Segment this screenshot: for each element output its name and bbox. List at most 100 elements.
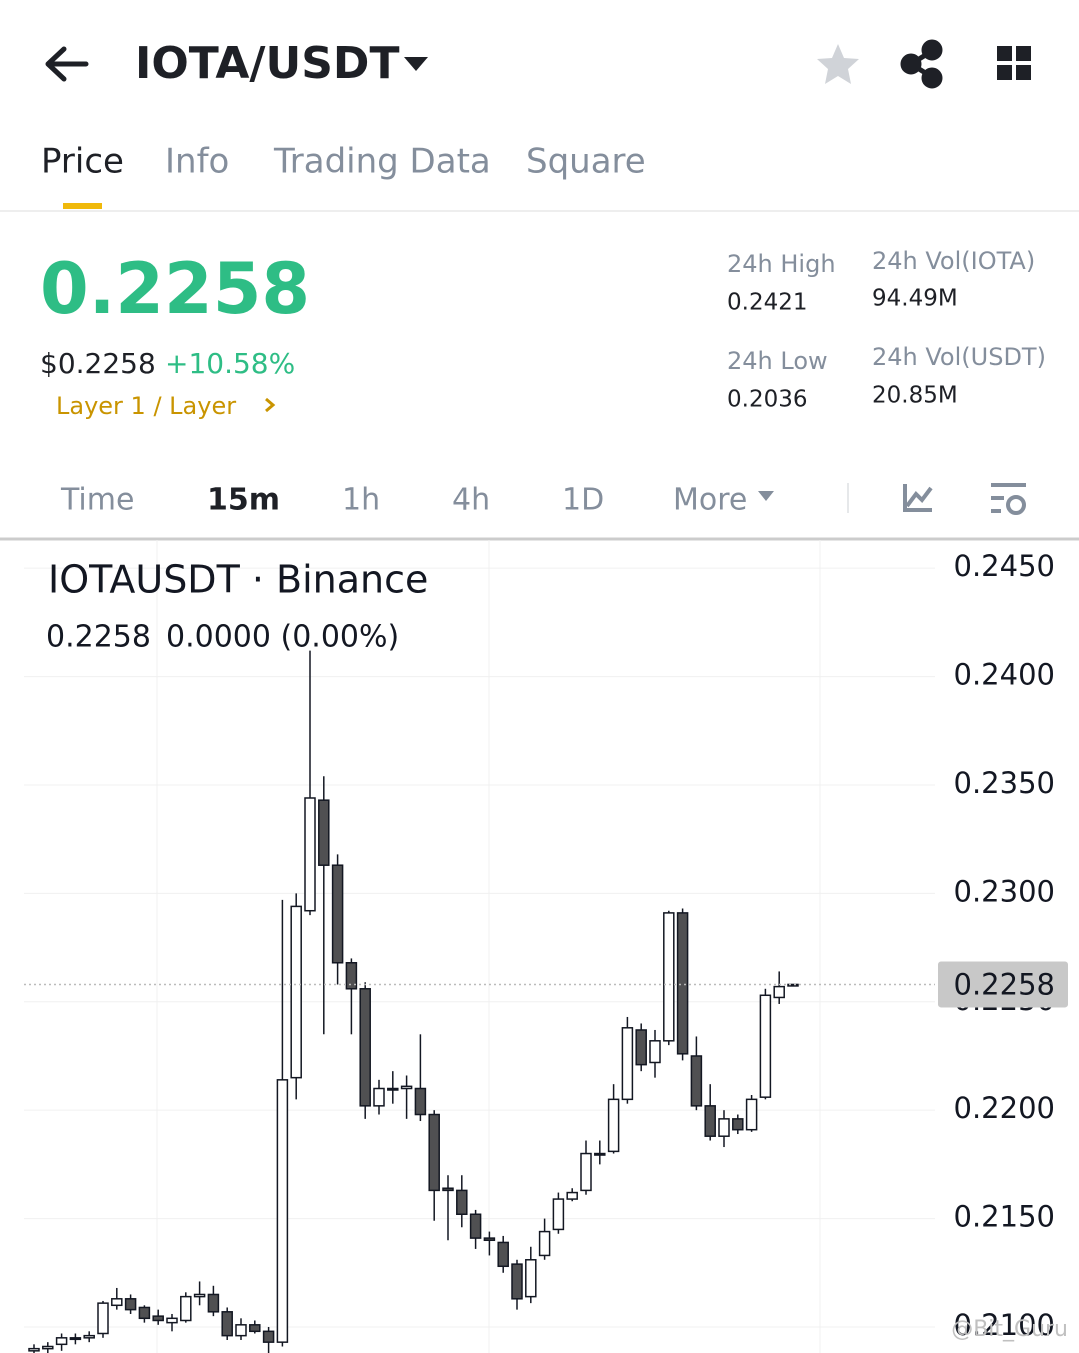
- candle-body: [221, 1311, 233, 1337]
- candle-body: [373, 1087, 385, 1107]
- more-dropdown[interactable]: [758, 491, 774, 501]
- candle-body: [42, 1345, 54, 1350]
- candle-body: [469, 1213, 482, 1239]
- stat-value: 0.2421: [727, 290, 807, 316]
- candle-body: [456, 1189, 468, 1215]
- y-tick-label: 0.2100: [954, 1308, 1055, 1342]
- interval[interactable]: 1D: [562, 483, 604, 518]
- candle-body: [180, 1295, 192, 1322]
- candle-body: [525, 1259, 537, 1298]
- candle-body: [552, 1198, 565, 1231]
- candle-body: [414, 1087, 427, 1116]
- tab[interactable]: Trading Data: [273, 142, 491, 182]
- watermark: @Bit_Guru: [951, 1317, 1068, 1342]
- interval[interactable]: Time: [60, 483, 134, 518]
- candle-body: [235, 1324, 247, 1337]
- grid-icon[interactable]: [997, 46, 1031, 80]
- candle-body: [773, 985, 785, 999]
- candle-body: [166, 1317, 178, 1324]
- candle-body: [138, 1306, 151, 1320]
- chart: 0.24500.24000.23500.23000.22500.22000.21…: [24, 540, 1068, 1353]
- candle-body: [345, 962, 358, 990]
- candle-body: [97, 1302, 109, 1335]
- interval[interactable]: 4h: [452, 483, 490, 518]
- candle-body: [663, 912, 675, 1042]
- category-tag[interactable]: Layer 1 / Layer: [56, 392, 236, 420]
- y-tick-label: 0.2200: [954, 1091, 1055, 1125]
- candle-body: [621, 1027, 634, 1101]
- stat-label: 24h Low: [727, 347, 828, 375]
- settings-icon[interactable]: [991, 483, 1026, 515]
- stat-value: 94.49M: [872, 286, 958, 312]
- candle-body: [193, 1293, 206, 1298]
- candle-body: [566, 1191, 578, 1200]
- candle-body: [249, 1324, 261, 1333]
- tab[interactable]: Square: [526, 142, 646, 182]
- candle-body: [276, 1079, 289, 1343]
- share-icon[interactable]: [900, 39, 943, 89]
- candle-body: [676, 912, 689, 1055]
- candle-body: [124, 1298, 137, 1311]
- candle-body: [594, 1152, 606, 1156]
- y-tick-label: 0.2150: [954, 1200, 1055, 1234]
- tag-chevron[interactable]: [265, 397, 276, 413]
- candle-body: [207, 1293, 220, 1313]
- pair-title[interactable]: IOTA/USDT: [135, 38, 399, 89]
- candle-body: [111, 1298, 123, 1307]
- stat-label: 24h Vol(IOTA): [872, 247, 1035, 275]
- indicator-icon[interactable]: [903, 484, 933, 512]
- tab[interactable]: Info: [165, 142, 229, 182]
- candle-body: [28, 1347, 40, 1352]
- last-price: 0.2258: [40, 248, 310, 330]
- candle-body: [704, 1105, 716, 1137]
- candle-body: [497, 1241, 509, 1268]
- candle-body: [83, 1334, 95, 1339]
- chart-title: IOTAUSDT · Binance: [48, 558, 428, 602]
- y-tick-label: 0.2450: [954, 549, 1055, 583]
- price-change: +10.58%: [165, 347, 295, 380]
- candle-body: [690, 1055, 703, 1107]
- candle-body: [69, 1337, 82, 1341]
- candle-body: [331, 864, 344, 964]
- tab[interactable]: Price: [41, 142, 124, 182]
- candle-body: [55, 1337, 68, 1346]
- tab-indicator: [63, 203, 102, 209]
- candle-body: [290, 905, 302, 1079]
- price-usd: $0.2258: [40, 347, 156, 380]
- interval[interactable]: 1h: [342, 483, 380, 518]
- legend-value: 0.2258: [46, 620, 151, 655]
- favorite-star[interactable]: [817, 44, 859, 84]
- last-price-label: 0.2258: [954, 967, 1055, 1001]
- candle-body: [442, 1187, 454, 1192]
- candle-body: [511, 1263, 523, 1300]
- y-tick-label: 0.2350: [954, 766, 1055, 800]
- interval[interactable]: 15m: [207, 483, 280, 518]
- interval[interactable]: More: [673, 483, 747, 518]
- candle-body: [359, 988, 371, 1107]
- back-button[interactable]: [45, 46, 89, 82]
- last-price-box: [938, 961, 1068, 1008]
- candle-body: [759, 994, 772, 1098]
- stat-value: 0.2036: [727, 387, 807, 413]
- stat-label: 24h Vol(USDT): [872, 343, 1046, 371]
- candle-body: [649, 1040, 661, 1064]
- candle-body: [635, 1029, 647, 1066]
- y-tick-label: 0.2300: [954, 874, 1055, 908]
- candle-body: [387, 1087, 399, 1091]
- candle-body: [787, 983, 799, 987]
- candle-body: [745, 1098, 758, 1131]
- candle-body: [538, 1230, 551, 1257]
- candle-body: [262, 1330, 275, 1343]
- stat-label: 24h High: [727, 250, 836, 278]
- candle-body: [718, 1118, 730, 1137]
- candle-body: [400, 1085, 413, 1090]
- candle-body: [318, 799, 330, 866]
- pair-dropdown[interactable]: [404, 57, 428, 71]
- candle-body: [428, 1113, 440, 1192]
- candle-body: [580, 1152, 592, 1192]
- candle-body: [607, 1098, 620, 1153]
- legend-value: 0.0000 (0.00%): [166, 620, 399, 655]
- candle-body: [732, 1118, 744, 1131]
